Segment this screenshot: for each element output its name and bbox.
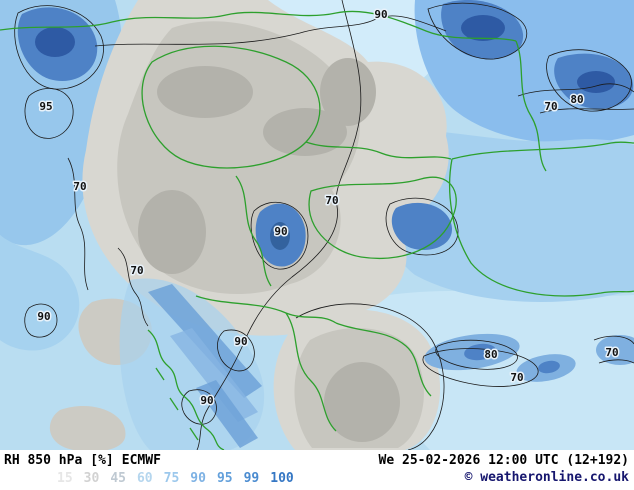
legend-value-95: 95 <box>216 471 233 486</box>
contour-label-70: 70 <box>325 194 338 207</box>
contour-label-95: 95 <box>39 100 52 113</box>
legend-value-45: 45 <box>110 471 126 486</box>
footer-bar: RH 850 hPa [%] ECMWF 15 30 45 60 75 90 95 99 100 W… <box>0 450 634 490</box>
parameter-line: RH 850 hPa [%] ECMWF <box>4 453 169 468</box>
contour-label-70: 70 <box>510 371 523 384</box>
contour-labels: 90 95 70 80 70 70 90 70 90 90 90 80 70 70 <box>36 7 620 409</box>
legend-value-75: 75 <box>163 471 180 486</box>
legend-value-15: 15 <box>57 471 73 486</box>
contour-label-80: 80 <box>570 93 583 106</box>
humidity-shading <box>0 0 634 450</box>
contour-label-90: 90 <box>274 225 287 238</box>
contour-lines <box>14 0 634 450</box>
legend-value-99: 99 <box>243 471 260 486</box>
copyright-label: © weatheronline.co.uk <box>464 470 629 485</box>
legend-value-30: 30 <box>83 471 100 486</box>
unit-label: [%] <box>90 453 114 468</box>
contour-label-90: 90 <box>374 8 387 21</box>
contour-label-90: 90 <box>234 335 247 348</box>
legend-value-100: 100 <box>270 471 294 486</box>
param-label: RH 850 hPa <box>4 453 83 468</box>
datetime-label: We 25-02-2026 12:00 UTC (12+192) <box>378 453 629 468</box>
contour-label-70: 70 <box>130 264 143 277</box>
footer-right: We 25-02-2026 12:00 UTC (12+192) © weath… <box>379 453 629 485</box>
contour-label-70: 70 <box>605 346 618 359</box>
contour-label-90: 90 <box>37 310 50 323</box>
legend-value-60: 60 <box>136 471 153 486</box>
contour-label-70: 70 <box>73 180 86 193</box>
contour-label-70: 70 <box>544 100 557 113</box>
legend-value-90: 90 <box>190 471 206 486</box>
model-label: ECMWF <box>121 453 161 468</box>
contour-label-80: 80 <box>484 348 497 361</box>
contour-label-90: 90 <box>200 394 213 407</box>
weather-map-svg: 90 95 70 80 70 70 90 70 90 90 90 80 70 70 <box>0 0 634 450</box>
country-borders <box>0 10 634 450</box>
map-area: 90 95 70 80 70 70 90 70 90 90 90 80 70 70 <box>0 0 634 450</box>
legend-scale: 15 30 45 60 75 90 95 99 100 <box>57 471 305 486</box>
